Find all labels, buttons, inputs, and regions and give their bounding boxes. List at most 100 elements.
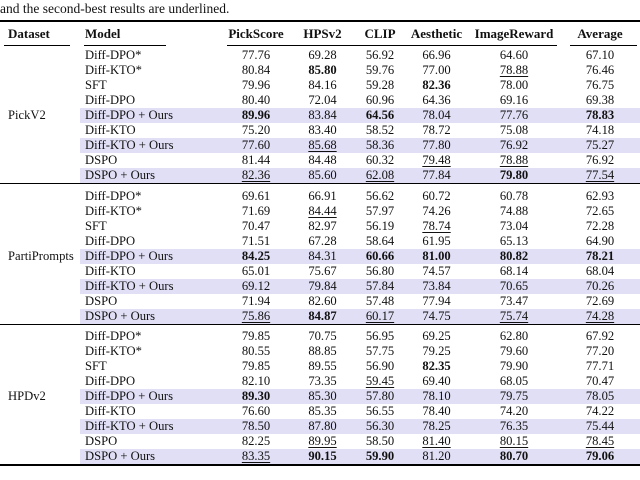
metric-value: 80.40 bbox=[241, 93, 271, 107]
metric-value: 69.28 bbox=[308, 48, 337, 62]
metric-value: 69.16 bbox=[499, 93, 529, 107]
metric-value: 75.27 bbox=[560, 138, 640, 153]
metric-value: 78.21 bbox=[560, 248, 640, 264]
metric-value: 56.55 bbox=[365, 404, 395, 418]
metric-value: 84.48 bbox=[308, 153, 337, 167]
metric-value: 56.92 bbox=[365, 48, 395, 62]
table-row: Diff-DPO + Ours 89.30 85.30 57.80 78.10 79.75… bbox=[0, 389, 640, 404]
metric-value: 81.00 bbox=[405, 248, 468, 264]
metric-value: 56.62 bbox=[365, 188, 395, 203]
metric-value: 75.74 bbox=[468, 308, 560, 324]
metric-value: 76.75 bbox=[585, 78, 615, 92]
table-row: PartiPrompts Diff-DPO* 69.61 66.91 56.62 60.7… bbox=[0, 188, 640, 324]
table-row: DSPO + Ours 82.36 85.60 62.08 77.84 79.80 77.5… bbox=[0, 168, 640, 184]
metric-value: 77.80 bbox=[405, 138, 468, 153]
metric-value: 70.75 bbox=[308, 329, 337, 343]
metric-value: 57.80 bbox=[355, 389, 405, 404]
model-name: Diff-KTO bbox=[85, 404, 136, 418]
metric-value: 78.72 bbox=[422, 123, 451, 137]
metric-value: 64.36 bbox=[422, 93, 451, 107]
metric-value: 64.90 bbox=[585, 233, 615, 248]
model-name: SFT bbox=[85, 78, 107, 92]
metric-value: 90.15 bbox=[290, 449, 355, 465]
metric-value: 58.52 bbox=[365, 123, 395, 137]
metric-value: 75.86 bbox=[222, 308, 290, 324]
results-table: Dataset Model PickScore HPSv2 CLIP Aesth… bbox=[0, 20, 640, 466]
table-row: Diff-DPO + Ours 84.25 84.31 60.66 81.00 80.82… bbox=[0, 248, 640, 264]
metric-value: 60.66 bbox=[355, 248, 405, 264]
metric-value: 72.69 bbox=[585, 293, 615, 308]
metric-value: 77.00 bbox=[422, 63, 451, 77]
metric-value: 89.55 bbox=[308, 359, 337, 373]
metric-value: 81.40 bbox=[422, 434, 451, 448]
model-name: Diff-KTO* bbox=[85, 63, 142, 77]
metric-value: 79.48 bbox=[422, 153, 451, 167]
col-header-pickscore: PickScore bbox=[228, 26, 284, 41]
header-rule-model bbox=[80, 45, 222, 48]
metric-value: 56.90 bbox=[365, 359, 395, 373]
metric-value: 84.87 bbox=[290, 308, 355, 324]
metric-value: 79.85 bbox=[241, 329, 271, 343]
metric-value: 77.94 bbox=[422, 293, 451, 308]
metric-value: 77.76 bbox=[468, 108, 560, 123]
metric-value: 77.76 bbox=[241, 48, 271, 62]
metric-value: 82.10 bbox=[241, 374, 271, 388]
metric-value: 76.46 bbox=[585, 63, 615, 77]
metric-value: 77.54 bbox=[560, 168, 640, 184]
metric-value: 71.69 bbox=[241, 203, 271, 218]
metric-value: 76.35 bbox=[468, 419, 560, 434]
metric-value: 78.25 bbox=[405, 419, 468, 434]
metric-value: 82.35 bbox=[422, 359, 451, 373]
metric-value: 84.25 bbox=[222, 248, 290, 264]
metric-value: 74.75 bbox=[405, 308, 468, 324]
model-name: DSPO + Ours bbox=[80, 308, 222, 324]
metric-value: 73.84 bbox=[405, 278, 468, 294]
metric-value: 70.26 bbox=[560, 278, 640, 294]
table-row: Diff-DPO 71.51 67.28 58.64 61.95 65.13 64.90 bbox=[0, 234, 640, 249]
table-row: Diff-DPO 80.40 72.04 60.96 64.36 69.16 69.38 bbox=[0, 93, 640, 108]
header-rule-row bbox=[0, 45, 640, 48]
metric-value: 82.36 bbox=[222, 168, 290, 184]
metric-value: 71.51 bbox=[241, 233, 271, 248]
metric-value: 79.84 bbox=[290, 278, 355, 294]
metric-value: 77.20 bbox=[585, 344, 615, 358]
metric-value: 78.50 bbox=[222, 419, 290, 434]
metric-value: 78.04 bbox=[405, 108, 468, 123]
model-name: Diff-DPO bbox=[85, 233, 136, 248]
metric-value: 58.50 bbox=[365, 434, 395, 448]
metric-value: 78.05 bbox=[560, 389, 640, 404]
metric-value: 83.84 bbox=[290, 108, 355, 123]
table-row: DSPO 82.25 89.95 58.50 81.40 80.15 78.45 bbox=[0, 434, 640, 449]
metric-value: 61.95 bbox=[422, 233, 451, 248]
metric-value: 56.95 bbox=[365, 329, 395, 343]
dataset-label: HPDv2 bbox=[0, 329, 80, 465]
metric-value: 81.44 bbox=[241, 153, 271, 167]
model-name: Diff-KTO bbox=[85, 123, 136, 137]
metric-value: 60.72 bbox=[422, 188, 451, 203]
metric-value: 82.25 bbox=[241, 434, 271, 448]
dataset-label: PartiPrompts bbox=[0, 188, 80, 324]
metric-value: 72.04 bbox=[308, 93, 337, 107]
model-name: Diff-DPO bbox=[85, 374, 136, 388]
metric-value: 74.57 bbox=[422, 263, 451, 278]
metric-value: 77.84 bbox=[405, 168, 468, 184]
model-name: Diff-DPO* bbox=[85, 329, 142, 343]
metric-value: 59.90 bbox=[355, 449, 405, 465]
metric-value: 69.25 bbox=[422, 329, 451, 343]
metric-value: 56.80 bbox=[365, 263, 395, 278]
table-row: Diff-KTO + Ours 69.12 79.84 57.84 73.84 70.65… bbox=[0, 278, 640, 294]
model-name: Diff-DPO bbox=[85, 93, 136, 107]
metric-value: 75.08 bbox=[499, 123, 529, 137]
metric-value: 89.95 bbox=[308, 434, 337, 448]
metric-value: 65.01 bbox=[241, 263, 271, 278]
metric-value: 74.20 bbox=[499, 404, 529, 418]
metric-value: 78.83 bbox=[560, 108, 640, 123]
metric-value: 57.75 bbox=[365, 344, 395, 358]
metric-value: 57.48 bbox=[365, 293, 395, 308]
model-name: DSPO + Ours bbox=[80, 449, 222, 465]
table-row: SFT 70.47 82.97 56.19 78.74 73.04 72.28 bbox=[0, 219, 640, 234]
table-row: Diff-KTO + Ours 77.60 85.68 58.36 77.80 76.92… bbox=[0, 138, 640, 153]
table-row: DSPO + Ours 75.86 84.87 60.17 74.75 75.74 74.2… bbox=[0, 308, 640, 324]
metric-value: 58.36 bbox=[355, 138, 405, 153]
metric-value: 82.60 bbox=[308, 293, 337, 308]
